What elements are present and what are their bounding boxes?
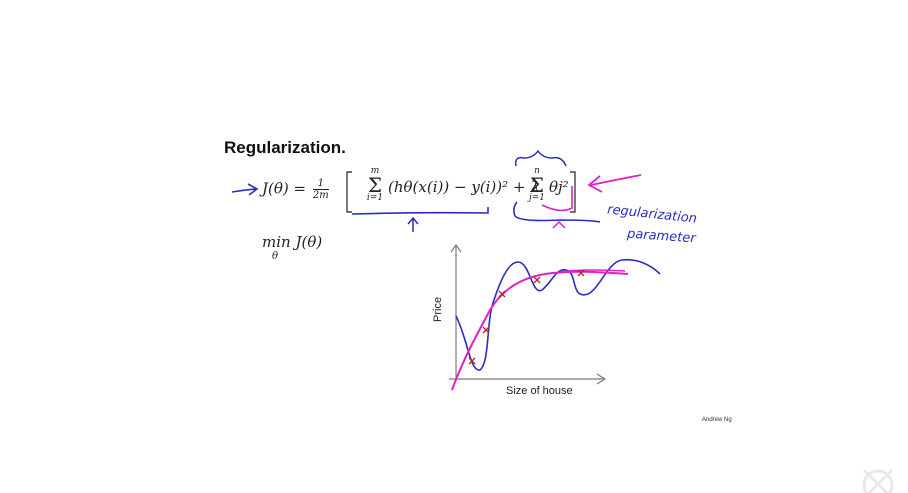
house-price-graph bbox=[449, 245, 660, 390]
watermark-logo-icon bbox=[864, 470, 892, 493]
y-axis-label: Price bbox=[432, 297, 444, 322]
data-point bbox=[534, 277, 540, 283]
x-axis-label: Size of house bbox=[506, 385, 573, 397]
lambda-underline bbox=[514, 202, 600, 222]
curly-brace-icon bbox=[516, 151, 566, 166]
regularized-curve bbox=[452, 272, 628, 390]
magenta-caret-icon bbox=[553, 222, 565, 228]
underline-first-term bbox=[352, 207, 488, 214]
author-credit: Andrew Ng bbox=[702, 417, 732, 423]
left-bracket bbox=[347, 172, 352, 212]
magenta-highlight bbox=[542, 186, 572, 210]
up-arrow-icon bbox=[408, 218, 418, 232]
